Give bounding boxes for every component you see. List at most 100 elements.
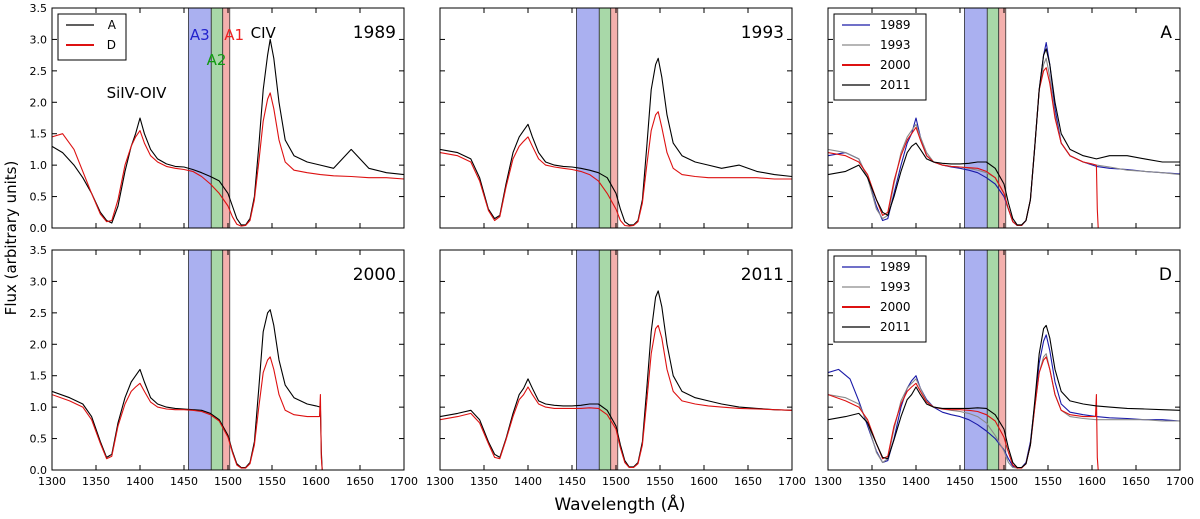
x-tick-label: 1550	[1034, 475, 1062, 488]
x-tick-label: 1700	[390, 475, 418, 488]
legend-box	[57, 13, 127, 61]
y-tick-label: 0.5	[30, 191, 48, 204]
y-tick-label: 1.0	[30, 401, 48, 414]
x-tick-label: 1600	[690, 475, 718, 488]
panel-A: A 1989 1993 2000 2011	[827, 7, 1181, 229]
y-tick-label: 0.0	[30, 222, 48, 235]
panel-title: 1989	[353, 23, 396, 43]
band-A1	[610, 249, 619, 471]
x-tick-label: 1700	[1166, 475, 1194, 488]
x-tick-label: 1300	[38, 475, 66, 488]
x-tick-label: 1650	[734, 475, 762, 488]
y-tick-label: 1.5	[30, 370, 48, 383]
series-line-D	[440, 324, 792, 469]
legend-label: A	[108, 18, 117, 32]
y-tick-label: 0.5	[30, 433, 48, 446]
x-tick-label: 1350	[858, 475, 886, 488]
legend-box	[833, 13, 927, 101]
legend-label: 2000	[880, 300, 911, 314]
legend-label: 1989	[880, 260, 911, 274]
y-tick-label: 3.0	[30, 33, 48, 46]
panel-title: A	[1160, 23, 1172, 43]
band-A2	[210, 249, 224, 471]
x-tick-label: 1700	[778, 475, 806, 488]
band-A3	[576, 249, 600, 471]
legend-label: D	[107, 38, 116, 52]
panel-1989: 0.0 0.5 1.0 1.5 2.0 2.5 3.0 3.5 1989 AD A3 A2 A1 CIV S…	[30, 2, 405, 235]
x-tick-label: 1400	[514, 475, 542, 488]
band-A3	[187, 249, 212, 471]
x-tick-label: 1450	[558, 475, 586, 488]
series-line-A	[52, 38, 404, 226]
series-line-D	[440, 111, 792, 227]
x-tick-label: 1350	[82, 475, 110, 488]
band-A2	[986, 7, 1000, 229]
panel-2011: 1300 1350 1400 1450 1500 1550 1600 1650 1700 2011	[426, 249, 806, 488]
series-group	[52, 38, 404, 227]
x-tick-label: 1500	[602, 475, 630, 488]
x-tick-label: 1650	[346, 475, 374, 488]
series-line-D	[52, 356, 323, 470]
series-group	[828, 324, 1180, 470]
panel-title: D	[1159, 265, 1172, 285]
series-line-2000	[828, 67, 1099, 228]
x-tick-label: 1550	[258, 475, 286, 488]
series-line-D	[52, 92, 404, 227]
panel-title: 2000	[353, 265, 396, 285]
panel-title: 2011	[741, 265, 784, 285]
series-line-2011	[828, 324, 1180, 469]
x-tick-label: 1400	[126, 475, 154, 488]
x-tick-label: 1650	[1122, 475, 1150, 488]
band-A2	[598, 7, 612, 229]
x-tick-label: 1550	[646, 475, 674, 488]
legend-label: 1989	[880, 18, 911, 32]
y-axis-label: Flux (arbitrary units)	[2, 161, 20, 316]
series-group	[440, 290, 792, 469]
legend-label: 1993	[880, 38, 911, 52]
y-tick-label: 2.0	[30, 338, 48, 351]
panel-D: 1300 1350 1400 1450 1500 1550 1600 1650 1700 D 198…	[814, 249, 1194, 488]
series-group	[52, 309, 323, 470]
x-tick-label: 1600	[1078, 475, 1106, 488]
band-A1	[998, 249, 1007, 471]
panel-title: 1993	[741, 23, 784, 43]
series-line-2000	[828, 356, 1099, 470]
y-tick-label: 0.0	[30, 464, 48, 477]
x-tick-label: 1600	[302, 475, 330, 488]
x-axis-label: Wavelength (Å)	[554, 493, 685, 515]
band-A2	[210, 7, 224, 229]
panel-1993: 1993	[439, 7, 793, 229]
annotation-SiIV-OIV: SiIV-OIV	[107, 84, 168, 102]
x-tick-label: 1450	[170, 475, 198, 488]
legend-label: 1993	[880, 280, 911, 294]
x-tick-label: 1300	[814, 475, 842, 488]
series-line-A	[52, 309, 323, 470]
x-tick-label: 1300	[426, 475, 454, 488]
y-tick-label: 1.0	[30, 159, 48, 172]
series-group	[828, 42, 1180, 228]
y-tick-label: 3.5	[30, 2, 48, 15]
legend-label: 2011	[880, 320, 911, 334]
x-tick-label: 1500	[990, 475, 1018, 488]
y-tick-label: 3.5	[30, 244, 48, 257]
y-tick-label: 2.5	[30, 307, 48, 320]
series-line-A	[440, 57, 792, 226]
series-line-2011	[828, 48, 1180, 226]
legend-label: 2011	[880, 78, 911, 92]
y-tick-label: 2.5	[30, 65, 48, 78]
legend-box	[833, 255, 927, 343]
annotation-A3: A3	[190, 26, 210, 44]
y-tick-label: 3.0	[30, 275, 48, 288]
series-line-1993	[828, 353, 1180, 469]
annotation-A2: A2	[207, 51, 227, 69]
y-tick-label: 2.0	[30, 96, 48, 109]
series-group	[440, 57, 792, 227]
x-tick-label: 1450	[946, 475, 974, 488]
band-A3	[964, 7, 988, 229]
x-tick-label: 1400	[902, 475, 930, 488]
x-tick-label: 1500	[214, 475, 242, 488]
panel-2000: 1300 1350 1400 1450 1500 1550 1600 1650 1700 0.0 0…	[30, 244, 419, 488]
legend-label: 2000	[880, 58, 911, 72]
annotation-CIV: CIV	[251, 24, 277, 42]
